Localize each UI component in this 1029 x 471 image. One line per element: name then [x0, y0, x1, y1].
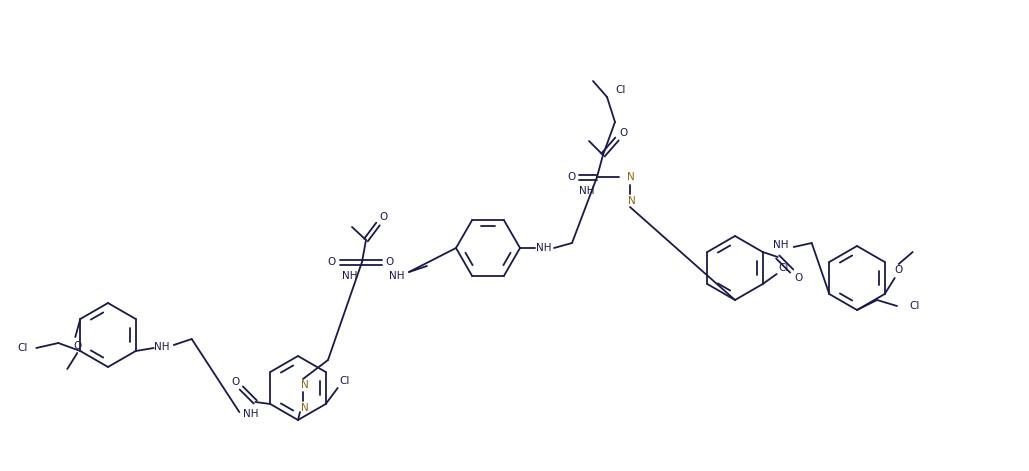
Text: NH: NH	[773, 240, 788, 250]
Text: O: O	[794, 273, 803, 283]
Text: NH: NH	[243, 409, 258, 419]
Text: O: O	[232, 377, 240, 387]
Text: Cl: Cl	[340, 376, 350, 386]
Text: Cl: Cl	[16, 343, 28, 353]
Text: N: N	[301, 380, 309, 390]
Text: Cl: Cl	[615, 85, 626, 95]
Text: O: O	[567, 172, 575, 182]
Text: NH: NH	[389, 271, 404, 281]
Text: NH: NH	[536, 243, 552, 253]
Text: O: O	[386, 257, 394, 267]
Text: O: O	[894, 265, 902, 275]
Text: O: O	[380, 212, 388, 222]
Text: O: O	[619, 128, 628, 138]
Text: NH: NH	[154, 342, 170, 352]
Text: O: O	[73, 341, 81, 351]
Text: Cl: Cl	[779, 263, 789, 273]
Text: N: N	[628, 196, 636, 206]
Text: N: N	[627, 172, 635, 182]
Text: Cl: Cl	[909, 301, 919, 311]
Text: NH: NH	[579, 186, 595, 196]
Text: N: N	[301, 403, 309, 413]
Text: O: O	[328, 257, 336, 267]
Text: NH: NH	[343, 271, 358, 281]
